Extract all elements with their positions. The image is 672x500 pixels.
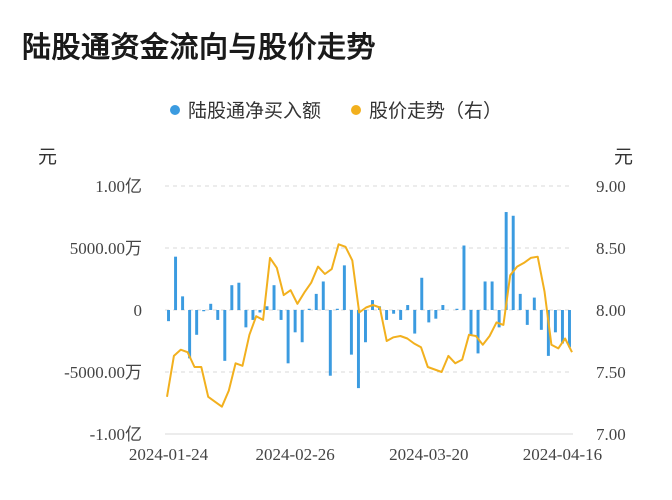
flow-bar — [174, 256, 178, 310]
flow-bar — [364, 310, 367, 343]
line-series — [166, 243, 573, 408]
legend-flow-marker — [169, 104, 180, 115]
flow-bar — [392, 310, 396, 314]
flow-bar — [455, 308, 459, 310]
left-tick-label: -5000.00万 — [64, 363, 142, 382]
flow-bar — [497, 310, 501, 328]
flow-bar — [539, 310, 543, 330]
flow-bar — [427, 310, 431, 323]
flow-bar — [328, 310, 332, 376]
axis-labels: 1.00亿 9.00 5000.00万 8.50 0 8.00 -5000.00万 7.50 -… — [64, 177, 626, 464]
flow-bar — [265, 306, 269, 310]
flow-bar — [188, 310, 192, 359]
flow-bar — [553, 310, 557, 333]
flow-bar — [413, 310, 417, 334]
flow-bar — [420, 277, 424, 310]
legend-price-marker — [351, 104, 361, 115]
legend-item-flow[interactable]: 陆股通净买入额 — [169, 96, 321, 123]
flow-bar — [504, 212, 508, 310]
flow-bar — [251, 310, 255, 320]
right-tick-label: 7.50 — [596, 363, 626, 382]
right-axis-unit: 元 — [614, 146, 634, 168]
x-tick-label: 2024-04-16 — [523, 445, 602, 464]
flow-bar — [356, 310, 360, 389]
flow-bar — [237, 282, 241, 310]
price-line — [166, 243, 573, 408]
left-tick-label: 0 — [134, 301, 143, 320]
legend-flow-label: 陆股通净买入额 — [187, 100, 321, 122]
right-tick-label: 7.00 — [596, 425, 626, 444]
left-axis-unit: 元 — [38, 146, 58, 168]
flow-bar — [525, 310, 529, 325]
flow-bar — [490, 281, 494, 310]
flow-bar — [272, 285, 276, 310]
flow-bar — [399, 310, 403, 320]
flow-bar — [314, 293, 318, 310]
x-tick-label: 2024-03-20 — [389, 445, 468, 464]
left-tick-label: 1.00亿 — [95, 177, 142, 196]
flow-bar — [546, 310, 550, 356]
flow-bar — [286, 310, 290, 364]
flow-bar — [342, 265, 346, 310]
right-tick-label: 9.00 — [596, 177, 626, 196]
flow-bar — [195, 310, 199, 335]
legend-item-price[interactable]: 股价走势（右） — [351, 96, 502, 123]
legend: 陆股通净买入额 股价走势（右） — [0, 96, 672, 123]
flow-bar — [406, 305, 410, 310]
flow-bar — [441, 305, 445, 310]
flow-bar — [202, 310, 206, 312]
flow-bar — [469, 310, 473, 335]
flow-bar — [335, 308, 339, 310]
legend-price-label: 股价走势（右） — [369, 100, 503, 122]
left-tick-label: 5000.00万 — [70, 239, 142, 258]
right-tick-label: 8.50 — [596, 239, 626, 258]
flow-bar — [518, 293, 522, 310]
flow-bar — [385, 310, 389, 320]
flow-bar — [462, 245, 466, 310]
bar-series — [167, 212, 571, 389]
chart-title: 陆股通资金流向与股价走势 — [22, 30, 377, 64]
flow-bar — [307, 308, 311, 310]
flow-bar — [532, 297, 536, 310]
flow-bar — [476, 310, 480, 354]
flow-bar — [321, 281, 325, 310]
flow-bar — [483, 281, 487, 310]
flow-bar — [293, 310, 297, 333]
flow-bar — [209, 303, 213, 310]
flow-bar — [560, 310, 564, 344]
flow-bar — [216, 310, 220, 320]
flow-bar — [230, 285, 234, 310]
flow-bar — [511, 215, 515, 310]
flow-bar — [167, 310, 170, 322]
flow-bar — [223, 310, 227, 361]
flow-bar — [181, 296, 185, 310]
right-tick-label: 8.00 — [596, 301, 626, 320]
x-tick-label: 2024-01-24 — [129, 445, 209, 464]
flow-bar — [568, 310, 571, 348]
left-tick-label: -1.00亿 — [90, 425, 142, 444]
flow-bar — [244, 310, 248, 328]
flow-bar — [434, 310, 438, 319]
flow-bar — [300, 310, 304, 343]
x-tick-label: 2024-02-26 — [255, 445, 334, 464]
flow-bar — [279, 310, 283, 320]
flow-bar — [258, 310, 262, 313]
flow-bar — [349, 310, 353, 355]
